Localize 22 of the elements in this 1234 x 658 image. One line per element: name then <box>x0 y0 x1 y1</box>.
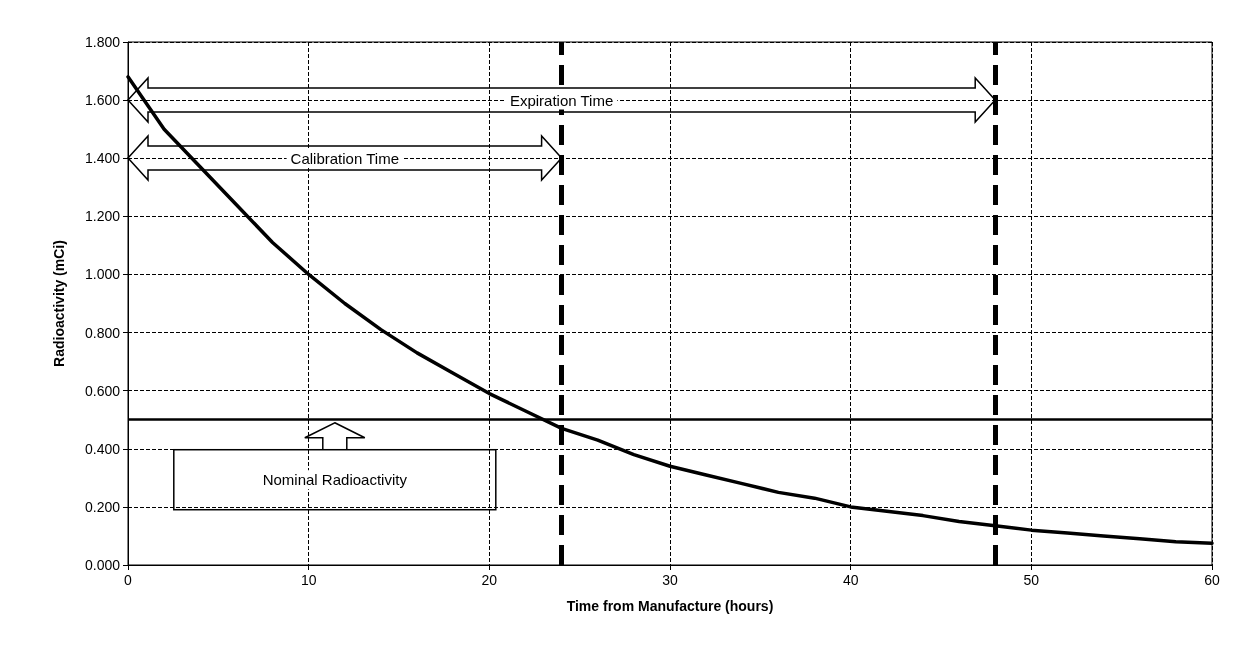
y-tick-label: 1.400 <box>84 150 121 167</box>
x-tick-label: 60 <box>1204 572 1220 588</box>
x-tick-label: 30 <box>662 572 678 588</box>
y-axis-title: Radioactivity (mCi) <box>51 240 67 367</box>
x-tick-label: 0 <box>124 572 133 588</box>
annotation: Nominal Radioactivity <box>262 471 408 489</box>
y-tick-label: 0.800 <box>84 324 121 341</box>
y-tick-label: 0.600 <box>84 382 121 399</box>
y-tick-label: 1.600 <box>84 92 121 109</box>
y-tick-label: 0.400 <box>84 440 121 457</box>
y-tick-label: 1.000 <box>84 266 121 283</box>
x-tick-label: 50 <box>1023 572 1040 588</box>
x-axis-title: Time from Manufacture (hours) <box>566 598 774 614</box>
y-tick-label: 0.200 <box>84 498 121 515</box>
y-tick-label: 1.200 <box>84 208 121 225</box>
annotation: Calibration Time <box>290 149 399 167</box>
x-tick-label: 40 <box>842 572 859 588</box>
x-tick-label: 20 <box>481 572 498 588</box>
x-tick-label: 10 <box>300 572 317 588</box>
y-tick-label: 0.000 <box>84 557 121 573</box>
y-tick-label: 1.800 <box>84 34 121 50</box>
annotation: Expiration Time <box>509 91 614 109</box>
